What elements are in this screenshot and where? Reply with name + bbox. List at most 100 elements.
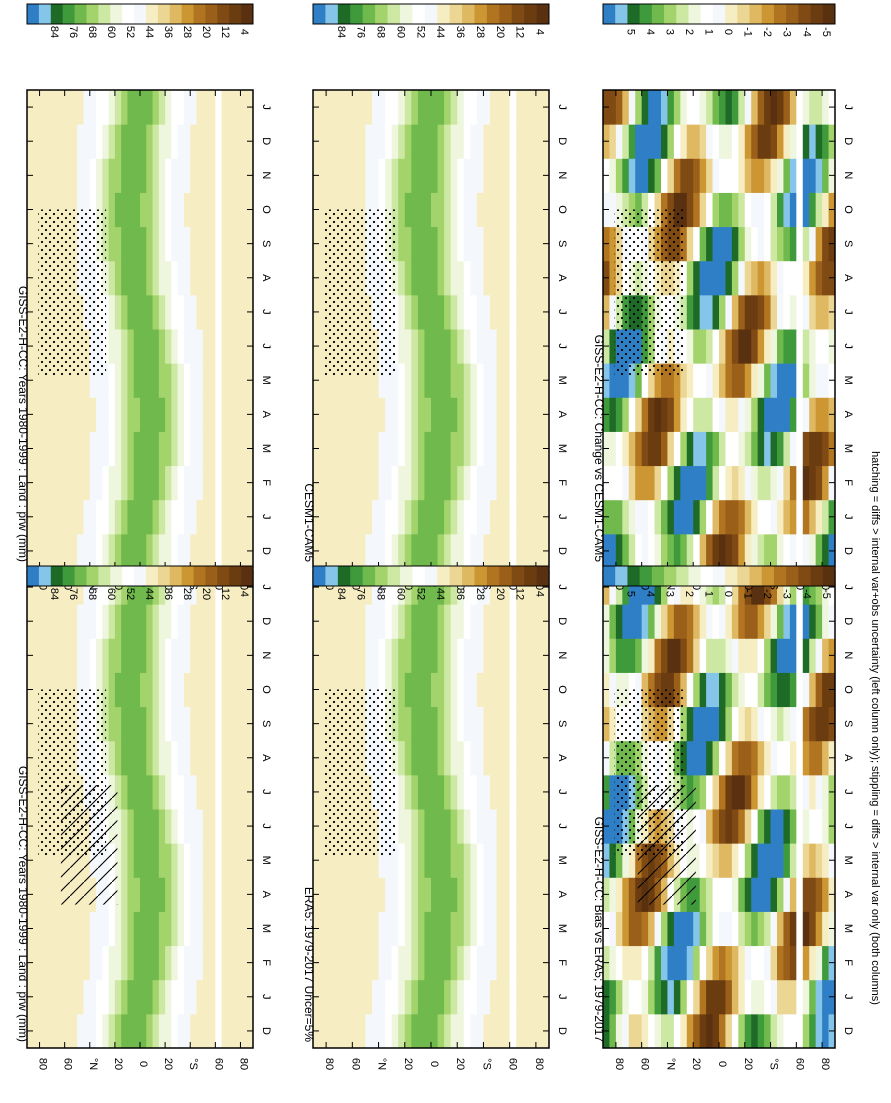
heatmap-cell	[70, 570, 78, 605]
heatmap-cell	[171, 431, 179, 467]
heatmap-cell	[404, 672, 412, 708]
month-label: J	[842, 514, 854, 520]
heatmap-cell	[417, 499, 425, 535]
heatmap-cell	[52, 499, 59, 535]
heatmap-cell	[535, 604, 543, 639]
heatmap-cell	[404, 260, 412, 296]
heatmap-cell	[648, 911, 656, 947]
heatmap-cell	[802, 260, 810, 296]
colorbar-swatch	[499, 566, 513, 586]
colorbar-swatch	[86, 566, 99, 586]
heatmap-cell	[404, 809, 412, 844]
heatmap-cell	[221, 533, 229, 569]
heatmap-cell	[45, 843, 53, 878]
heatmap-cell	[496, 740, 504, 776]
heatmap-cell	[712, 638, 720, 673]
heatmap-cell	[152, 638, 160, 673]
heatmap-cell	[809, 431, 817, 467]
heatmap-cell	[693, 638, 701, 673]
heatmap-cell	[64, 570, 72, 605]
heatmap-cell	[764, 226, 772, 262]
heatmap-cell	[719, 499, 726, 535]
heatmap-cell	[345, 638, 353, 673]
colorbar-label: 68	[86, 588, 98, 600]
heatmap-cell	[673, 945, 681, 981]
heatmap-cell	[332, 533, 340, 569]
heatmap-cell	[221, 294, 229, 330]
heatmap-cell	[411, 124, 419, 159]
heatmap-cell	[411, 90, 419, 125]
heatmap-cell	[33, 363, 41, 398]
heatmap-cell	[424, 877, 432, 912]
heatmap-cell	[227, 90, 235, 125]
heatmap-cell	[693, 774, 701, 810]
heatmap-cell	[332, 979, 340, 1015]
heatmap-cell	[121, 570, 128, 605]
heatmap-cell	[802, 672, 810, 708]
heatmap-cell	[83, 533, 91, 569]
heatmap-cell	[196, 363, 204, 398]
heatmap-cell	[437, 124, 445, 159]
colorbar-label: 3	[663, 591, 675, 597]
heatmap-cell	[516, 911, 524, 947]
heatmap-cell	[133, 979, 141, 1015]
heatmap-cell	[699, 465, 707, 501]
heatmap-cell	[609, 90, 617, 125]
heatmap-cell	[535, 843, 543, 878]
colorbar-swatch	[424, 4, 438, 24]
heatmap-cell	[699, 843, 707, 878]
heatmap-cell	[108, 226, 116, 262]
heatmap-cell	[699, 363, 707, 398]
colorbar-swatch	[810, 4, 824, 24]
colorbar-swatch	[773, 4, 787, 24]
heatmap-cell	[190, 877, 197, 912]
heatmap-cell	[332, 499, 340, 535]
heatmap-cell	[319, 809, 327, 844]
heatmap-cell	[33, 843, 41, 878]
heatmap-cell	[404, 90, 412, 125]
heatmap-cell	[140, 329, 147, 364]
heatmap-cell	[796, 329, 804, 364]
heatmap-cell	[490, 877, 498, 912]
colorbar-label: 28	[474, 588, 486, 600]
heatmap-cell	[744, 226, 752, 262]
panel-title: GISS-E2-H-CC: Years 1980-1999 : Land : p…	[16, 766, 30, 1042]
heatmap-cell	[457, 124, 465, 159]
heatmap-cell	[83, 945, 91, 981]
heatmap-cell	[332, 158, 340, 193]
heatmap-cell	[615, 533, 623, 569]
heatmap-cell	[757, 877, 765, 912]
heatmap-cell	[332, 90, 340, 125]
heatmap-cell	[227, 363, 235, 398]
lat-label: 20	[402, 1058, 414, 1070]
heatmap-cell	[661, 979, 668, 1015]
heatmap-cell	[152, 911, 160, 947]
heatmap-cell	[196, 877, 204, 912]
heatmap-cell	[744, 158, 752, 193]
colorbar-row3-right: 5 4 3 2 1 0 -1 -2 -3 -4 -5	[602, 3, 836, 37]
heatmap-cell	[719, 294, 726, 330]
heatmap-cell	[680, 945, 688, 981]
heatmap-cell	[319, 533, 327, 569]
heatmap-cell	[777, 158, 784, 193]
heatmap-cell	[114, 740, 122, 776]
heatmap-cell	[358, 90, 366, 125]
colorbar-label: 2	[683, 591, 695, 597]
heatmap-cell	[133, 1013, 141, 1049]
heatmap-cell	[712, 911, 720, 947]
heatmap-cell	[615, 877, 623, 912]
month-label: D	[842, 1027, 854, 1035]
heatmap-cell	[529, 363, 537, 398]
heatmap-cell	[615, 363, 623, 398]
heatmap-cell	[444, 570, 452, 605]
colorbar-swatch	[511, 4, 525, 24]
heatmap-cell	[738, 226, 746, 262]
heatmap-cell	[535, 877, 543, 912]
heatmap-cell	[227, 260, 235, 296]
heatmap-cell	[809, 124, 817, 159]
heatmap-cell	[764, 465, 772, 501]
colorbar-swatch	[193, 4, 206, 24]
month-label: A	[260, 891, 272, 899]
heatmap-cell	[431, 740, 439, 776]
heatmap-cell	[108, 363, 116, 398]
